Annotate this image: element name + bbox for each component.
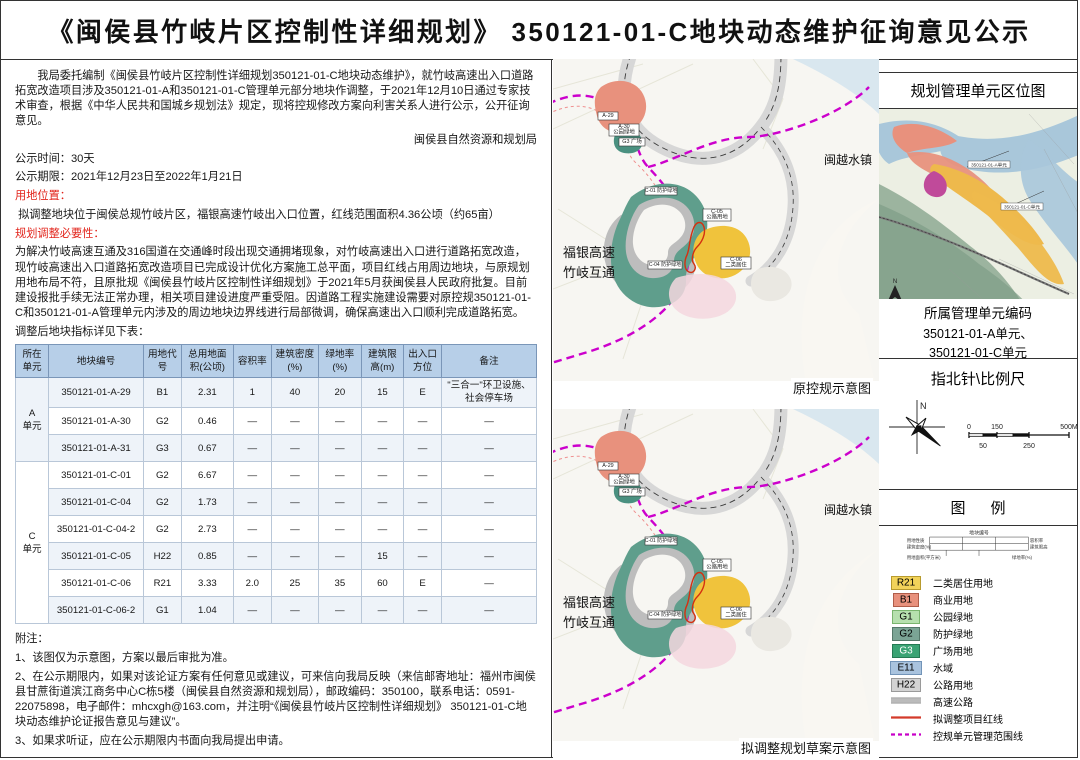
svg-text:建筑密度(%): 建筑密度(%) [907,544,932,551]
svg-text:公路用地: 公路用地 [706,212,728,220]
svg-text:绿地率(%): 绿地率(%) [1012,554,1033,561]
svg-text:公园绿地: 公园绿地 [613,477,635,485]
svg-text:竹岐互通: 竹岐互通 [563,615,615,630]
svg-text:N: N [920,401,927,411]
svg-text:容积率: 容积率 [1030,537,1044,544]
svg-text:C-01 防护绿地: C-01 防护绿地 [645,537,677,544]
svg-text:G3 广场: G3 广场 [622,137,642,145]
svg-text:福银高速: 福银高速 [563,245,615,260]
svg-text:闽越水镇: 闽越水镇 [824,153,872,167]
svg-text:用地面积(平方米): 用地面积(平方米) [907,554,941,561]
svg-text:250: 250 [1023,443,1035,450]
svg-text:地块编号: 地块编号 [969,530,989,537]
svg-text:C-01 防护绿地: C-01 防护绿地 [645,187,677,194]
svg-text:350121-01-A单元: 350121-01-A单元 [971,162,1007,169]
svg-text:建筑限高: 建筑限高 [1030,544,1048,551]
svg-text:G3 广场: G3 广场 [622,487,642,495]
svg-text:用地性质: 用地性质 [907,537,925,544]
svg-text:闽越水镇: 闽越水镇 [824,503,872,517]
svg-text:150: 150 [991,424,1003,431]
svg-text:二类居住: 二类居住 [725,260,747,268]
svg-text:N: N [893,279,897,285]
svg-text:A-29: A-29 [602,463,613,469]
svg-text:350121-01-C单元: 350121-01-C单元 [1004,204,1040,211]
svg-text:C-04 防护绿地: C-04 防护绿地 [649,611,681,618]
svg-text:0: 0 [967,424,971,431]
svg-text:50: 50 [979,443,987,450]
svg-text:竹岐互通: 竹岐互通 [563,265,615,280]
svg-text:A-29: A-29 [602,113,613,119]
svg-text:二类居住: 二类居住 [725,610,747,618]
svg-text:福银高速: 福银高速 [563,595,615,610]
svg-text:500M: 500M [1060,424,1078,431]
svg-text:公路用地: 公路用地 [706,562,728,570]
svg-text:公园绿地: 公园绿地 [613,127,635,135]
svg-text:C-04 防护绿地: C-04 防护绿地 [649,261,681,268]
